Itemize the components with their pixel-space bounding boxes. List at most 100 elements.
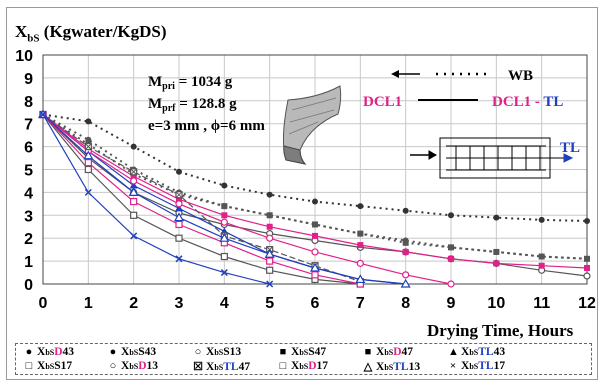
data-point xyxy=(176,196,182,203)
data-point xyxy=(130,197,138,206)
x-axis-label: Drying Time, Hours xyxy=(427,321,574,340)
data-point xyxy=(493,260,500,267)
legend-type: D xyxy=(138,360,147,372)
series-line xyxy=(42,114,270,285)
y-tick-label: 10 xyxy=(15,48,33,65)
data-point xyxy=(264,249,275,258)
data-point xyxy=(83,150,94,160)
series-xbsd43 xyxy=(40,111,590,225)
data-point xyxy=(448,244,454,251)
legend-marker: ☒ xyxy=(193,361,203,373)
legend-marker: ■ xyxy=(279,346,287,358)
data-point-cross xyxy=(175,191,183,199)
y-tick-label: 5 xyxy=(24,163,33,180)
data-point xyxy=(220,252,228,261)
data-point xyxy=(538,262,545,269)
x-tick-label: 6 xyxy=(311,295,320,312)
legend-entry: ■ XbSD47 xyxy=(363,346,413,358)
data-point xyxy=(493,214,500,221)
x-tick-label: 2 xyxy=(129,295,138,312)
data-point xyxy=(130,143,137,150)
data-point xyxy=(357,230,364,237)
legend-number: 47 xyxy=(401,346,414,358)
legend-type: S xyxy=(223,346,230,358)
legend-marker: ○ xyxy=(194,346,202,358)
x-tick-label: 7 xyxy=(356,295,365,312)
data-point xyxy=(128,187,139,196)
y-tick-label: 4 xyxy=(24,185,33,202)
data-point xyxy=(84,188,92,196)
legend-entry: ● XbSD43 xyxy=(24,346,74,358)
data-point xyxy=(130,177,138,185)
data-point xyxy=(130,211,138,219)
data-point xyxy=(402,271,410,279)
data-point xyxy=(266,223,273,230)
x-tick-label: 4 xyxy=(220,295,229,312)
x-tick-label: 8 xyxy=(401,295,410,312)
data-point xyxy=(84,165,92,174)
data-point xyxy=(176,168,182,175)
legend-subscript: bS xyxy=(384,363,394,372)
legend-marker: ■ xyxy=(364,346,372,358)
legend-marker: □ xyxy=(279,360,287,372)
data-point xyxy=(220,218,228,226)
legend-number: 13 xyxy=(146,360,159,372)
data-point xyxy=(220,269,228,277)
data-point xyxy=(584,264,590,271)
wb-label: WB xyxy=(508,68,533,84)
legend-type: TL xyxy=(478,360,494,372)
legend-text: X xyxy=(461,346,470,358)
data-point xyxy=(173,212,185,222)
y-tick-label: 9 xyxy=(24,71,33,88)
legend-text: X xyxy=(121,346,130,358)
data-point xyxy=(130,232,138,240)
data-point xyxy=(39,111,47,119)
legend-number: 47 xyxy=(238,361,251,373)
y-tick-label: 8 xyxy=(24,94,33,111)
data-point xyxy=(175,204,183,212)
legend-number: 43 xyxy=(144,346,157,358)
series-line xyxy=(42,114,361,283)
legend-text: X xyxy=(37,346,46,358)
data-point xyxy=(583,272,591,280)
legend-subscript: bS xyxy=(45,348,55,357)
horn-illustration xyxy=(282,85,342,165)
chart-frame xyxy=(6,7,598,380)
legend-text: X xyxy=(206,346,215,358)
dcl1-tl-label: DCL1 - TL xyxy=(492,94,563,110)
data-point xyxy=(266,191,273,198)
legend-entry: ■ XbSS47 xyxy=(278,346,326,358)
data-point xyxy=(402,239,409,246)
y-tick-label: 0 xyxy=(24,277,33,294)
series-xbstl13 xyxy=(37,109,411,288)
data-point xyxy=(266,280,274,288)
data-point xyxy=(448,212,454,219)
legend-entry: ○ XbSS13 xyxy=(193,346,241,358)
tl-label: TL xyxy=(560,140,580,156)
series-layer xyxy=(37,109,591,288)
data-point xyxy=(266,266,274,274)
data-point xyxy=(175,255,183,263)
legend-type: S xyxy=(54,360,61,372)
data-point xyxy=(538,253,545,260)
y-tick-label: 6 xyxy=(24,140,33,157)
dcl1-label: DCL1 xyxy=(363,94,402,110)
data-point-cross xyxy=(130,168,138,176)
data-point xyxy=(175,234,183,242)
annotation-geometry: e=3 mm , ϕ=6 mm xyxy=(148,118,265,134)
data-point xyxy=(538,216,545,223)
data-point xyxy=(266,234,274,242)
legend-text: X xyxy=(376,346,385,358)
legend-subscript: bS xyxy=(129,348,139,357)
data-point xyxy=(493,248,500,255)
tl-structure-illustration: TL xyxy=(410,137,580,179)
legend-entry: △ XbSTL13 xyxy=(363,360,420,373)
legend-text: X xyxy=(37,360,46,372)
data-point xyxy=(266,212,273,219)
legend-type: TL xyxy=(393,361,409,373)
series-xbsd13 xyxy=(39,110,455,288)
data-point xyxy=(447,280,455,288)
legend-entry: □ XbSS17 xyxy=(24,360,72,372)
